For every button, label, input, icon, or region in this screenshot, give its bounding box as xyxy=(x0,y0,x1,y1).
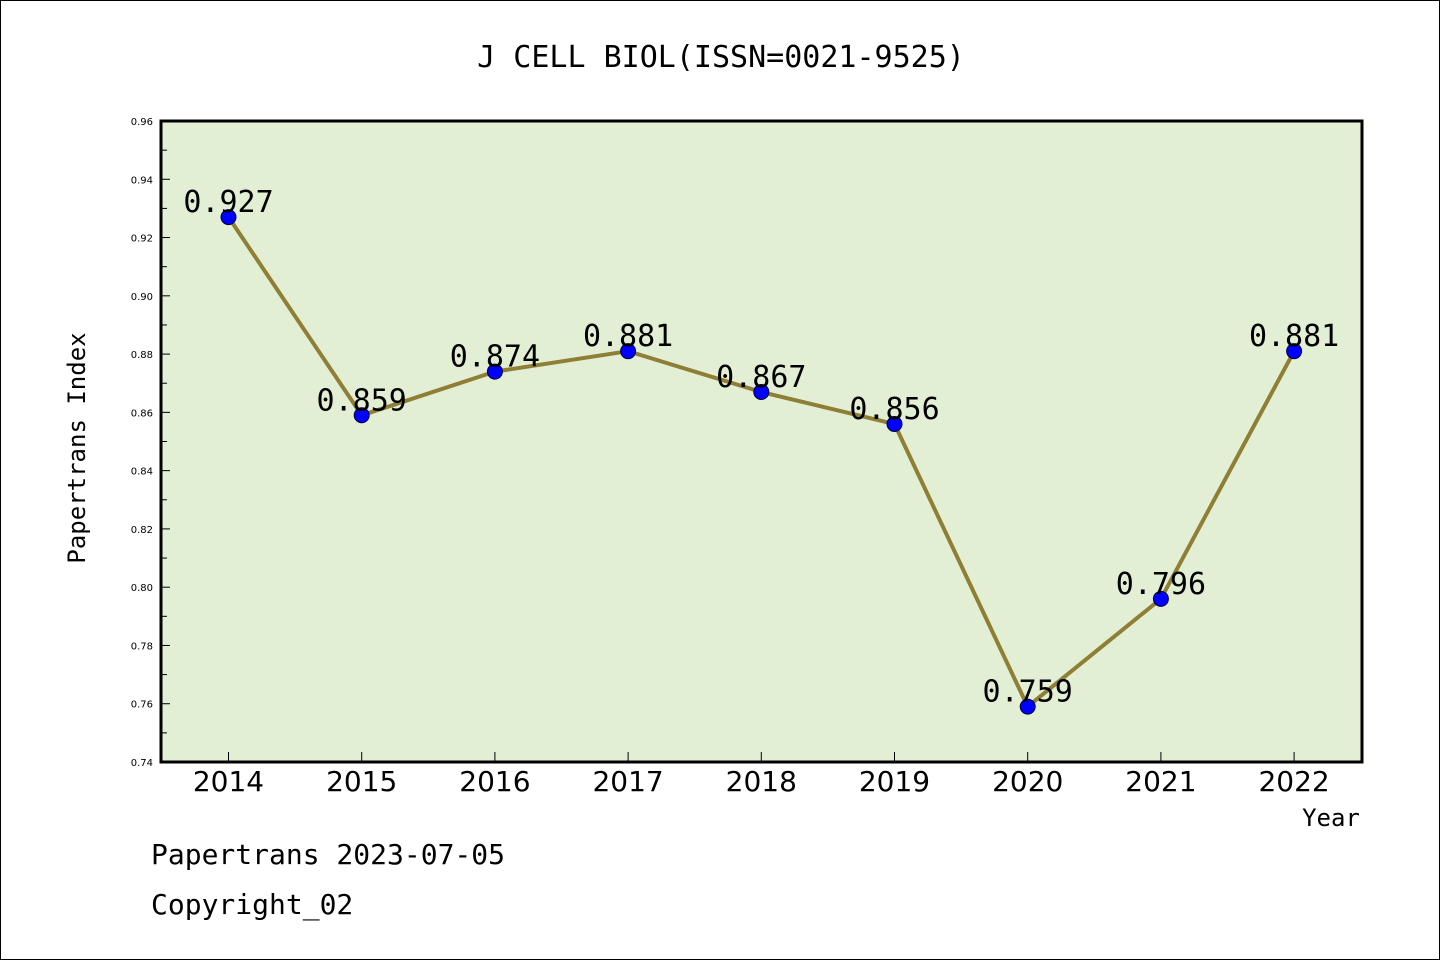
data-label-2015: 0.859 xyxy=(317,383,407,418)
x-tick-label-2016: 2016 xyxy=(459,765,530,798)
footer-date: Papertrans 2023-07-05 xyxy=(151,838,505,871)
y-tick-label-0.92: 0.92 xyxy=(131,234,153,245)
data-point-2019 xyxy=(886,416,903,433)
data-point-2021 xyxy=(1152,590,1169,607)
y-tick-label-0.88: 0.88 xyxy=(131,350,153,361)
data-point-2020 xyxy=(1019,698,1036,715)
data-labels: 0.927 0.859 0.874 0.881 0.867 0.856 0.759 0.796… xyxy=(183,185,1339,709)
y-tick-label-0.78: 0.78 xyxy=(131,641,153,652)
footer-copyright: Copyright_02 xyxy=(151,888,353,922)
y-tick-label-0.90: 0.90 xyxy=(131,292,153,303)
y-tick-label-0.84: 0.84 xyxy=(131,467,153,478)
x-axis-tick-labels: 2014 2015 2016 2017 2018 2019 2020 2021 2022 xyxy=(193,765,1330,798)
y-tick-label-0.96: 0.96 xyxy=(131,117,153,128)
data-point-2018 xyxy=(753,383,770,400)
x-tick-label-2014: 2014 xyxy=(193,765,264,798)
data-label-2021: 0.796 xyxy=(1116,567,1206,602)
data-label-2019: 0.856 xyxy=(849,392,939,427)
chart-title: J CELL BIOL(ISSN=0021-9525) xyxy=(477,40,965,75)
data-label-2020: 0.759 xyxy=(983,675,1073,710)
x-tick-label-2018: 2018 xyxy=(726,765,797,798)
x-tick-label-2020: 2020 xyxy=(992,765,1063,798)
x-tick-label-2022: 2022 xyxy=(1258,765,1329,798)
y-axis-tick-labels: 0.74 0.76 0.78 0.80 0.82 0.84 0.86 0.88 0.90 0.92… xyxy=(131,117,153,769)
x-tick-label-2015: 2015 xyxy=(326,765,397,798)
x-tick-label-2017: 2017 xyxy=(592,765,663,798)
y-tick-label-0.76: 0.76 xyxy=(131,700,153,711)
x-tick-label-2019: 2019 xyxy=(859,765,930,798)
y-tick-label-0.94: 0.94 xyxy=(131,175,153,186)
x-tick-label-2021: 2021 xyxy=(1125,765,1196,798)
plot-area xyxy=(161,121,1362,762)
data-label-2022: 0.881 xyxy=(1249,319,1339,354)
series-markers xyxy=(220,209,1303,715)
y-tick-label-0.80: 0.80 xyxy=(131,583,153,594)
y-axis-label: Papertrans Index xyxy=(63,332,91,563)
y-tick-label-0.86: 0.86 xyxy=(131,408,153,419)
data-label-2017: 0.881 xyxy=(583,319,673,354)
data-label-2014: 0.927 xyxy=(183,185,273,220)
data-point-2022 xyxy=(1286,343,1303,360)
y-tick-label-0.74: 0.74 xyxy=(131,758,153,769)
x-axis-label: Year xyxy=(1302,804,1360,832)
data-point-2017 xyxy=(620,343,637,360)
data-point-2014 xyxy=(220,209,237,226)
data-point-2015 xyxy=(353,407,370,424)
x-axis-ticks xyxy=(228,752,1295,762)
data-label-2018: 0.867 xyxy=(716,360,806,395)
data-point-2016 xyxy=(486,363,503,380)
plot-border xyxy=(159,119,1364,764)
y-tick-label-0.82: 0.82 xyxy=(131,525,153,536)
data-label-2016: 0.874 xyxy=(450,340,540,375)
